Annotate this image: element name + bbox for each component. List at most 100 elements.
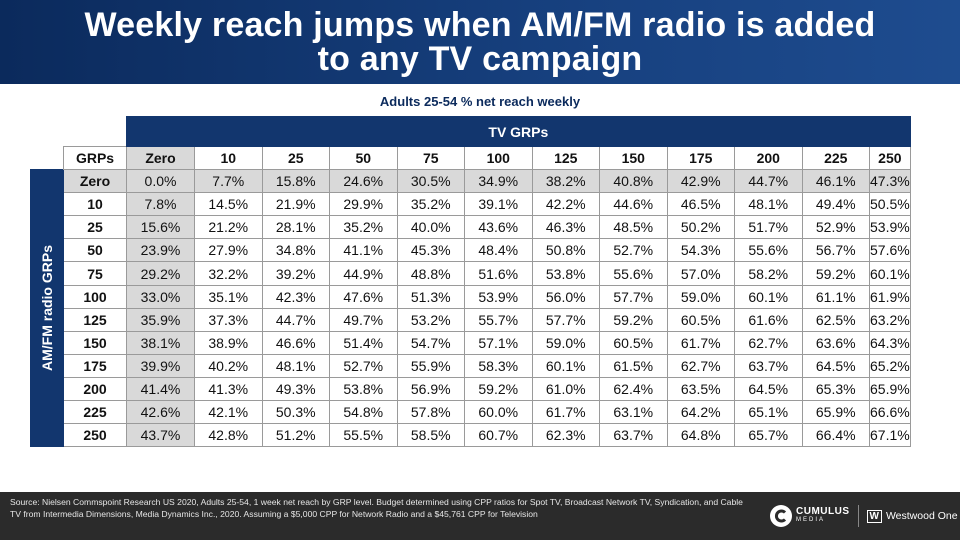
data-cell: 49.7% <box>329 307 398 332</box>
data-cell: 52.7% <box>329 353 398 378</box>
data-cell: 47.3% <box>869 169 911 194</box>
data-cell: 62.4% <box>599 376 668 402</box>
data-cell: 35.9% <box>126 307 195 332</box>
data-cell: 48.8% <box>396 261 465 286</box>
cumulus-logo-name: CUMULUS <box>796 506 850 517</box>
data-cell: 63.6% <box>801 330 870 355</box>
row-header: 75 <box>63 261 127 286</box>
data-cell: 60.7% <box>464 423 533 448</box>
data-cell: 63.7% <box>734 353 803 378</box>
data-cell: 37.3% <box>194 307 263 332</box>
data-cell: 64.8% <box>666 423 735 448</box>
westwood-one-icon: W <box>866 509 882 523</box>
data-cell: 35.1% <box>194 284 263 309</box>
data-cell: 38.1% <box>126 330 195 355</box>
data-cell: 65.9% <box>801 400 870 425</box>
data-cell: 65.2% <box>869 353 911 378</box>
data-cell: 48.1% <box>261 353 330 378</box>
data-cell: 46.1% <box>801 169 870 194</box>
table-row: 175 39.9% 40.2% 48.1% 52.7% 55.9% 58.3% 60.1% 61… <box>31 353 911 378</box>
data-cell: 57.7% <box>531 307 600 332</box>
data-cell: 27.9% <box>194 238 263 263</box>
data-cell: 65.1% <box>734 400 803 425</box>
data-cell: 57.6% <box>869 238 911 263</box>
cumulus-logo: CUMULUS MEDIA <box>796 507 850 525</box>
data-cell: 64.5% <box>734 376 803 402</box>
data-cell: 58.2% <box>734 261 803 286</box>
data-cell: 51.4% <box>329 330 398 355</box>
row-header: 10 <box>63 192 127 217</box>
data-cell: 30.5% <box>396 169 465 194</box>
data-cell: 56.7% <box>801 238 870 263</box>
column-header: 200 <box>734 145 803 171</box>
data-cell: 42.9% <box>666 169 735 194</box>
data-cell: 40.8% <box>599 169 668 194</box>
data-cell: 60.0% <box>464 400 533 425</box>
blank-cell <box>64 117 127 147</box>
table-row: 225 42.6% 42.1% 50.3% 54.8% 57.8% 60.0% 61.7% 63… <box>31 400 911 425</box>
data-cell: 21.9% <box>261 192 330 217</box>
data-cell: 55.5% <box>329 423 398 448</box>
data-cell: 39.2% <box>261 261 330 286</box>
data-cell: 50.3% <box>261 400 330 425</box>
data-cell: 64.3% <box>869 330 911 355</box>
data-cell: 67.1% <box>869 423 911 448</box>
data-cell: 63.1% <box>599 400 668 425</box>
data-cell: 46.3% <box>531 215 600 240</box>
table-row: 75 29.2% 32.2% 39.2% 44.9% 48.8% 51.6% 53.8% 55.… <box>31 261 911 286</box>
row-header: 225 <box>63 400 127 425</box>
corner-label: GRPs <box>63 145 127 171</box>
data-cell: 35.2% <box>329 215 398 240</box>
data-cell: 50.2% <box>666 215 735 240</box>
westwood-one-logo: Westwood One <box>885 510 958 522</box>
data-cell: 59.0% <box>531 330 600 355</box>
radio-grps-header: AM/FM radio GRPs <box>30 169 64 448</box>
data-cell: 0.0% <box>126 169 195 194</box>
logo-group: CUMULUS MEDIA W Westwood One <box>770 502 958 530</box>
data-cell: 21.2% <box>194 215 263 240</box>
data-cell: 60.1% <box>734 284 803 309</box>
data-cell: 62.7% <box>666 353 735 378</box>
data-cell: 61.7% <box>666 330 735 355</box>
data-cell: 51.6% <box>464 261 533 286</box>
data-cell: 42.3% <box>261 284 330 309</box>
data-cell: 66.4% <box>801 423 870 448</box>
row-header: 125 <box>63 307 127 332</box>
data-cell: 55.9% <box>396 353 465 378</box>
tv-grps-header: TV GRPs <box>126 116 911 147</box>
data-cell: 50.5% <box>869 192 911 217</box>
data-cell: 55.6% <box>599 261 668 286</box>
data-cell: 15.8% <box>261 169 330 194</box>
data-cell: 51.3% <box>396 284 465 309</box>
footer-bar: Source: Nielsen Commspoint Research US 2… <box>0 492 960 540</box>
page-title: Weekly reach jumps when AM/FM radio is a… <box>84 6 876 78</box>
data-cell: 57.1% <box>464 330 533 355</box>
data-cell: 56.9% <box>396 376 465 402</box>
data-cell: 54.3% <box>666 238 735 263</box>
data-cell: 23.9% <box>126 238 195 263</box>
data-cell: 53.8% <box>531 261 600 286</box>
data-cell: 50.8% <box>531 238 600 263</box>
data-cell: 41.4% <box>126 376 195 402</box>
data-cell: 7.8% <box>126 192 195 217</box>
column-header-row: GRPs Zero 10 25 50 75 100 125 150 175 200 225 250 <box>31 145 911 171</box>
data-cell: 61.0% <box>531 376 600 402</box>
data-cell: 60.5% <box>599 330 668 355</box>
table-row: AM/FM radio GRPs Zero 0.0% 7.7% 15.8% 24.6% 30… <box>30 169 911 448</box>
row-header: 100 <box>63 284 127 309</box>
data-cell: 63.2% <box>869 307 911 332</box>
column-header: 250 <box>869 145 911 171</box>
column-header: 50 <box>329 145 398 171</box>
source-note: Source: Nielsen Commspoint Research US 2… <box>10 497 743 519</box>
data-cell: 46.6% <box>261 330 330 355</box>
data-cell: 52.9% <box>801 215 870 240</box>
data-cell: 62.7% <box>734 330 803 355</box>
data-cell: 57.0% <box>666 261 735 286</box>
reach-table: TV GRPs GRPs Zero 10 25 50 75 100 125 150 175 200 22… <box>30 116 911 448</box>
data-cell: 61.7% <box>531 400 600 425</box>
column-header: 175 <box>666 145 735 171</box>
data-cell: 47.6% <box>329 284 398 309</box>
data-cell: 45.3% <box>396 238 465 263</box>
table-row: 200 41.4% 41.3% 49.3% 53.8% 56.9% 59.2% 61.0% 62… <box>31 376 911 402</box>
data-cell: 35.2% <box>396 192 465 217</box>
